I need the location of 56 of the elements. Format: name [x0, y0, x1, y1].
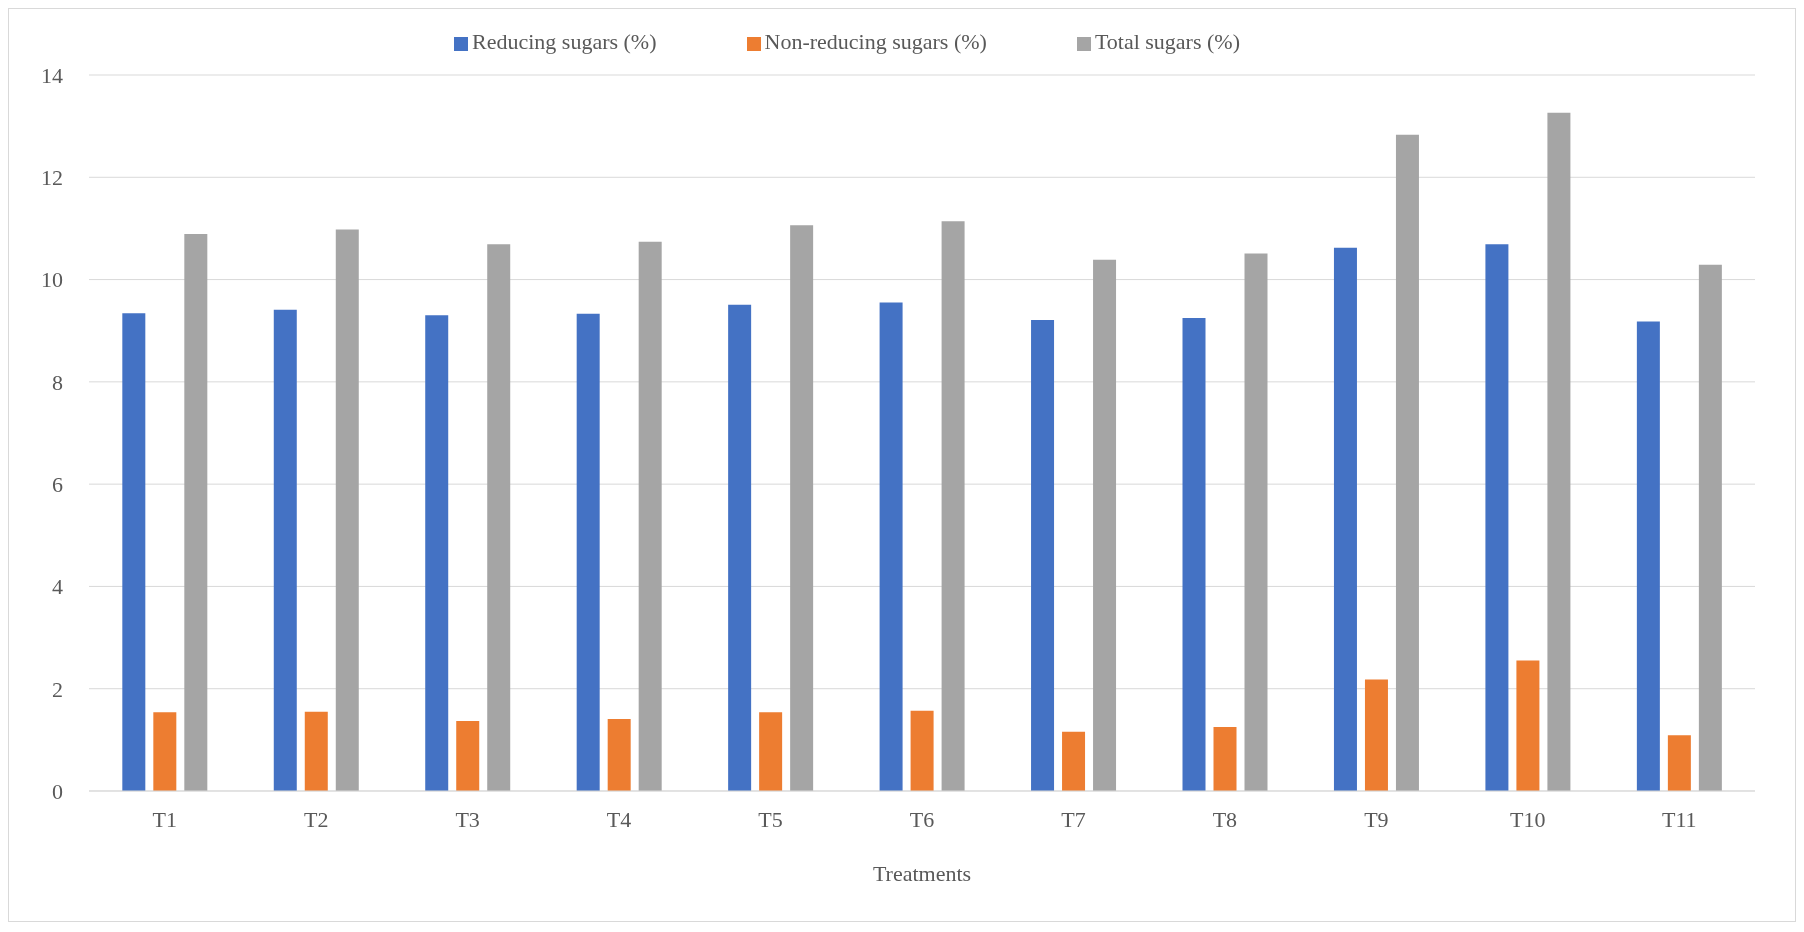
bar: [153, 712, 177, 791]
bar: [1636, 321, 1660, 791]
y-tick-label: 14: [41, 62, 63, 88]
bar: [487, 244, 511, 791]
bar: [1698, 264, 1722, 791]
bar: [638, 241, 662, 791]
bar: [879, 302, 903, 791]
y-tick-label: 8: [52, 369, 63, 395]
bar: [184, 234, 208, 791]
bar: [910, 710, 934, 791]
legend-label: Total sugars (%): [1094, 29, 1240, 54]
y-tick-label: 2: [52, 676, 63, 702]
bar: [273, 309, 297, 791]
bar: [1485, 244, 1509, 791]
bar: [1667, 735, 1691, 791]
bar: [456, 720, 480, 791]
bar: [304, 711, 328, 791]
y-tick-label: 6: [52, 471, 63, 497]
legend-label: Reducing sugars (%): [472, 29, 657, 54]
x-tick-label: T9: [1364, 806, 1389, 832]
bar: [1244, 253, 1268, 791]
bar: [759, 712, 783, 791]
bar: [576, 313, 600, 791]
bar: [1364, 679, 1388, 791]
y-tick-label: 12: [41, 165, 63, 191]
bar: [1062, 731, 1086, 791]
bar: [607, 718, 631, 791]
bar: [941, 221, 965, 791]
bar: [335, 229, 359, 791]
x-tick-label: T8: [1212, 806, 1238, 832]
bar: [1333, 247, 1357, 791]
y-tick-label: 4: [52, 574, 63, 600]
bar: [425, 315, 449, 791]
legend-label: Non-reducing sugars (%): [764, 29, 987, 54]
bar: [122, 313, 146, 791]
x-tick-label: T6: [909, 806, 935, 832]
x-tick-label: T4: [606, 806, 632, 832]
x-tick-label: T2: [303, 806, 329, 832]
x-tick-label: T10: [1510, 806, 1546, 832]
bar: [1031, 319, 1055, 791]
x-tick-label: T11: [1661, 806, 1697, 832]
x-axis-title: Treatments: [872, 861, 972, 886]
y-tick-label: 10: [41, 267, 63, 293]
x-tick-label: T7: [1061, 806, 1086, 832]
x-tick-label: T3: [455, 806, 480, 832]
y-tick-label: 0: [52, 778, 63, 804]
bar: [1182, 317, 1206, 791]
x-tick-label: T5: [758, 806, 783, 832]
bar: [728, 304, 752, 791]
bar: [1213, 727, 1237, 791]
x-tick-label: T1: [152, 806, 177, 832]
bar: [790, 225, 814, 791]
bar: [1093, 259, 1117, 791]
bar: [1395, 134, 1419, 791]
bar: [1547, 112, 1571, 791]
bar: [1516, 660, 1540, 791]
